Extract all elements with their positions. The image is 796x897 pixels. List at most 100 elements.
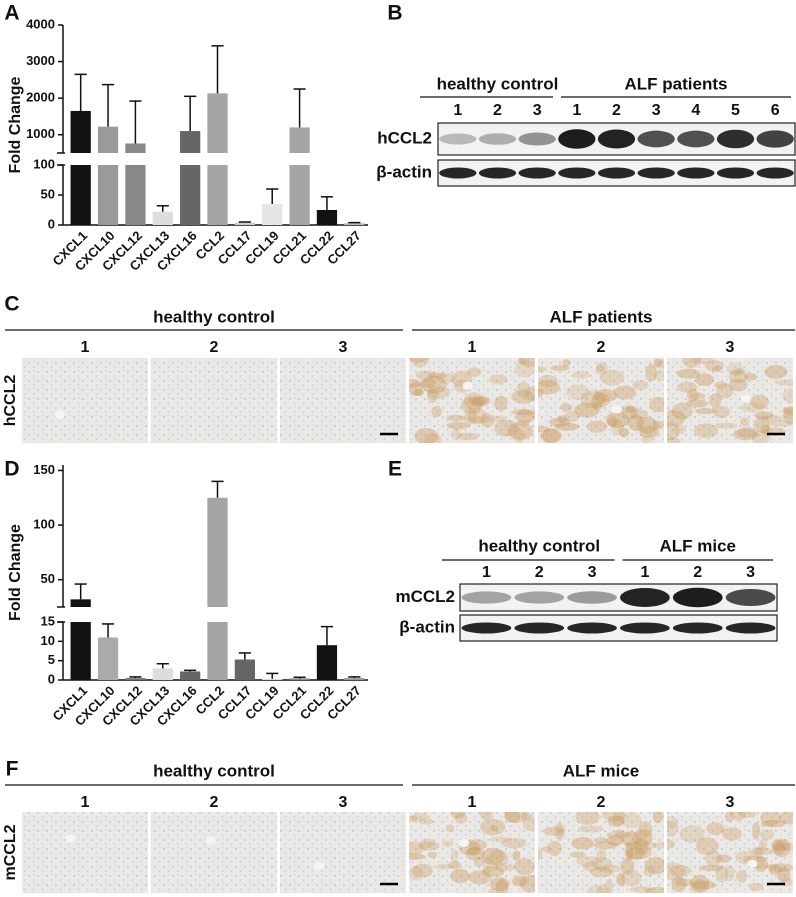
stain (464, 408, 477, 425)
stain (753, 856, 769, 872)
stain (712, 405, 730, 419)
blot-band (518, 167, 556, 179)
stain (616, 405, 639, 414)
bar-segment (125, 165, 146, 225)
stain (463, 392, 485, 410)
stain (782, 406, 793, 420)
vessel (462, 381, 473, 390)
lane-label: 3 (533, 102, 542, 119)
error-bar (320, 625, 334, 646)
stain (638, 425, 660, 438)
bar-segment (262, 678, 283, 680)
error-bar (156, 663, 169, 669)
stain (600, 369, 625, 386)
stain (695, 837, 719, 856)
error-bar (293, 676, 306, 679)
stain (764, 364, 788, 379)
stain (667, 436, 681, 443)
bar (152, 668, 173, 680)
stain (716, 383, 734, 399)
stain (624, 841, 636, 848)
stain (630, 840, 657, 850)
error-bar (266, 188, 279, 204)
bar-segment (70, 110, 91, 153)
stain (538, 374, 558, 388)
bar (289, 127, 310, 225)
stain (760, 424, 771, 435)
panel-label: A (4, 2, 19, 25)
stain (616, 872, 626, 887)
blot-band (756, 130, 794, 148)
bar-segment (97, 637, 119, 680)
stain (694, 408, 717, 415)
blot-band (725, 589, 776, 606)
micrograph (409, 812, 535, 893)
stain (582, 861, 600, 872)
image-label: 2 (597, 339, 606, 356)
stain (586, 885, 606, 893)
stain (596, 849, 607, 863)
group-label: healthy control (153, 307, 275, 326)
stain (479, 818, 506, 836)
stain (628, 414, 644, 432)
stain (769, 419, 793, 427)
blot-band (620, 587, 670, 608)
bar (207, 93, 228, 225)
group-label: ALF mice (563, 761, 640, 780)
image-label: 3 (726, 794, 735, 811)
stain (591, 857, 613, 871)
bar-segment (234, 659, 255, 680)
image-label: 3 (339, 794, 348, 811)
stain (615, 829, 625, 837)
stain (633, 837, 649, 855)
stain (421, 375, 447, 394)
stain (595, 364, 605, 372)
bar (289, 678, 310, 680)
tissue (22, 812, 148, 893)
blot-band (677, 167, 715, 179)
stain (742, 855, 767, 864)
stain (576, 856, 600, 867)
error-bar (74, 583, 87, 600)
stain (621, 812, 642, 828)
stain (737, 427, 757, 438)
panel-label: D (4, 458, 19, 481)
stain (409, 382, 424, 397)
blot-band (439, 133, 477, 145)
stain (435, 863, 452, 870)
bar-segment (207, 497, 228, 607)
stain (418, 841, 440, 851)
stain (496, 879, 509, 893)
lane-label: 3 (588, 564, 597, 581)
stain (641, 435, 655, 443)
stain (673, 424, 687, 435)
error-bar (238, 652, 251, 660)
y-tick-label: 2000 (26, 90, 55, 105)
stain (504, 812, 528, 824)
stain (632, 380, 649, 390)
stain (652, 420, 664, 430)
stain (419, 838, 436, 848)
tissue (409, 358, 535, 443)
stain (511, 390, 535, 404)
stain (451, 428, 462, 440)
stain (618, 427, 630, 438)
stain (580, 390, 606, 409)
row-label: β-actin (399, 617, 455, 636)
lane-label: 1 (482, 564, 491, 581)
y-axis-label: Fold Change (7, 76, 24, 173)
stain (644, 857, 664, 875)
stain (760, 812, 781, 826)
y-tick-label: 100 (33, 517, 55, 532)
panel-label: E (388, 458, 402, 481)
stain (613, 385, 637, 400)
error-bar (101, 623, 115, 638)
stain (586, 420, 608, 433)
stain (550, 364, 570, 372)
y-tick-label: 15 (41, 613, 55, 628)
error-bar (320, 196, 334, 210)
bar-segment (70, 599, 91, 607)
stain (541, 845, 552, 853)
error-bar (211, 45, 224, 94)
stain (514, 360, 535, 378)
